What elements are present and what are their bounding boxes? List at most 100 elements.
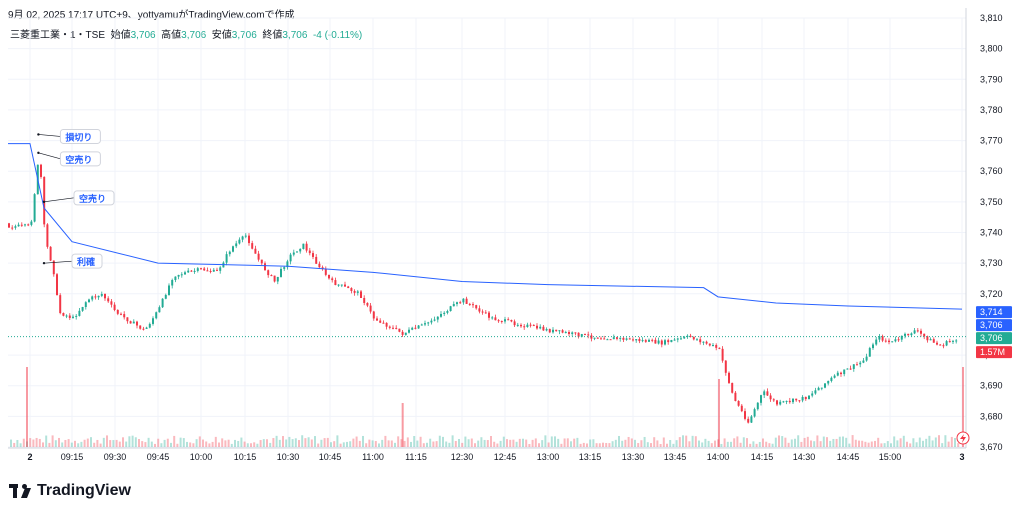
- candle: [228, 251, 231, 255]
- volume-bar-spike: [26, 367, 28, 447]
- volume-bar: [77, 443, 80, 447]
- volume-bar: [86, 438, 89, 447]
- x-tick-label: 13:15: [579, 452, 602, 462]
- volume-bar: [906, 441, 908, 447]
- volume-bar: [13, 442, 16, 447]
- candle: [340, 284, 343, 286]
- volume-bar: [662, 437, 665, 447]
- volume-bar: [518, 438, 521, 447]
- volume-bar: [768, 443, 771, 447]
- price-axis-tag-text: 3,706: [980, 333, 1003, 343]
- volume-bar: [582, 442, 585, 447]
- volume-bar: [877, 437, 880, 447]
- volume-bar: [74, 440, 76, 447]
- volume-bar: [291, 439, 294, 447]
- candle: [184, 272, 186, 275]
- annotation-label: 空売り: [79, 193, 106, 205]
- volume-bar: [208, 443, 211, 447]
- candle: [766, 391, 769, 396]
- volume-bar: [99, 443, 102, 447]
- candle: [552, 329, 554, 333]
- volume-bar: [259, 440, 262, 447]
- candle: [369, 305, 372, 312]
- volume-bar: [406, 437, 409, 447]
- candle: [596, 337, 599, 339]
- volume-bar: [746, 438, 748, 447]
- candle: [907, 333, 910, 336]
- candle: [587, 334, 590, 336]
- x-tick-label: 09:30: [104, 452, 127, 462]
- volume-bar: [701, 442, 704, 447]
- x-tick-label: 2: [27, 452, 32, 462]
- candle: [372, 311, 375, 319]
- tradingview-logo[interactable]: TradingView: [9, 482, 131, 500]
- candle: [443, 312, 446, 314]
- volume-bar: [627, 436, 630, 447]
- volume-bar: [685, 435, 688, 447]
- candle: [308, 250, 311, 254]
- candle: [120, 313, 122, 315]
- candle: [110, 301, 113, 305]
- volume-bar: [851, 435, 854, 447]
- volume-bar-spike: [962, 367, 964, 447]
- candle: [408, 329, 410, 333]
- volume-bar: [147, 437, 150, 447]
- candle: [849, 368, 852, 370]
- volume-bar: [278, 439, 281, 447]
- candle: [846, 368, 849, 370]
- volume-bar: [730, 441, 732, 447]
- volume-bar: [822, 436, 825, 447]
- candle: [740, 405, 743, 412]
- y-tick-label: 3,750: [980, 197, 1003, 207]
- volume-bar: [522, 438, 524, 447]
- volume-bar: [752, 441, 755, 447]
- symbol-name[interactable]: 三菱重工業・1・TSE: [10, 30, 106, 41]
- volume-bar: [429, 438, 432, 447]
- volume-bar: [454, 440, 457, 447]
- volume-bar: [634, 439, 636, 447]
- chart-caption: 9月 02, 2025 17:17 UTC+9、yottyamuがTrading…: [8, 10, 295, 21]
- annotation-leader: [43, 197, 75, 203]
- volume-bar: [419, 436, 422, 447]
- candle: [257, 253, 260, 260]
- volume-bar: [560, 443, 563, 447]
- candle: [686, 335, 689, 337]
- volume-bar: [371, 440, 374, 447]
- volume-bar: [474, 443, 476, 447]
- candle: [804, 396, 807, 400]
- volume-bar: [282, 436, 284, 447]
- volume-bar: [32, 439, 35, 447]
- volume-bar: [269, 442, 272, 447]
- candle: [654, 339, 657, 344]
- candle: [190, 270, 193, 272]
- volume-bar: [435, 441, 438, 447]
- candle: [715, 344, 718, 348]
- volume-bar: [698, 440, 700, 447]
- volume-bar: [109, 440, 112, 447]
- candle: [315, 256, 318, 264]
- volume-bar: [288, 436, 291, 447]
- volume-bar: [342, 442, 345, 447]
- volume-bar: [918, 437, 921, 447]
- candle: [452, 304, 455, 307]
- candle: [539, 326, 542, 329]
- volume-bar: [54, 440, 57, 447]
- y-tick-label: 3,690: [980, 381, 1003, 391]
- candle: [200, 268, 202, 270]
- candle: [763, 391, 766, 396]
- candle: [628, 338, 631, 340]
- volume-bar: [934, 437, 937, 447]
- candle: [769, 395, 772, 400]
- volume-bar: [154, 443, 156, 447]
- candle: [129, 321, 132, 324]
- candle: [289, 254, 292, 262]
- candle: [916, 330, 919, 332]
- volume-bar: [464, 436, 467, 447]
- volume-bar: [704, 438, 707, 447]
- candle: [888, 340, 890, 343]
- candle: [318, 263, 321, 268]
- x-tick-label: 10:45: [319, 452, 342, 462]
- volume-bar: [246, 443, 249, 447]
- volume-bar: [218, 442, 220, 447]
